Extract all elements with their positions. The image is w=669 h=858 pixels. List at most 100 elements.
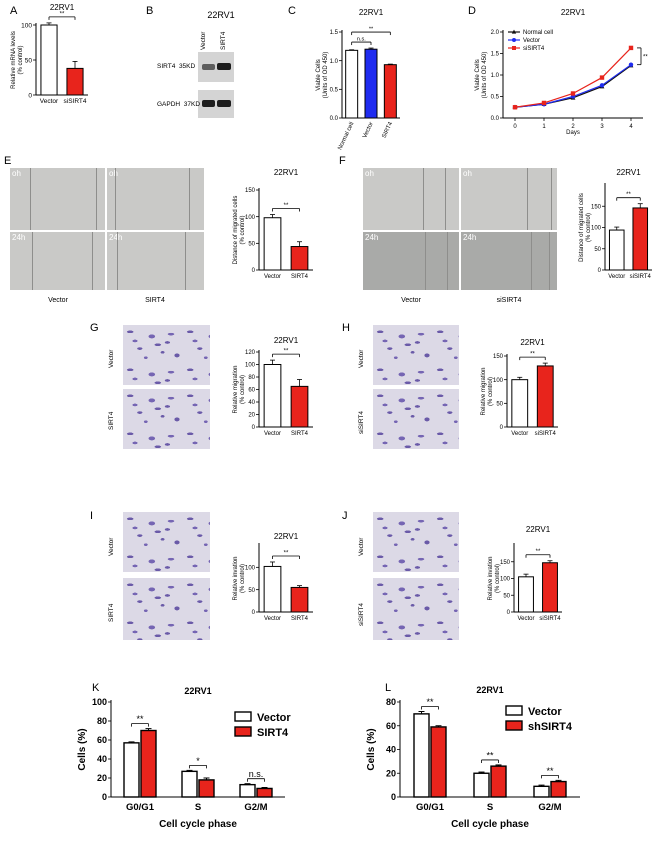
x-tick-label-g: Vector <box>264 431 281 437</box>
y-tick-label-g: 60 <box>248 388 255 394</box>
bar-c-sirt4 <box>383 64 397 119</box>
y-tick-label-a: 0 <box>28 92 32 99</box>
x-tick-label-i: SIRT4 <box>291 616 309 622</box>
bar-i-vector <box>263 565 282 613</box>
y-tick-label-l: 80 <box>386 697 396 707</box>
bar-g-sirt4 <box>290 385 309 428</box>
chart-title-c: 22RV1 <box>359 8 384 17</box>
band-vector-gapdh <box>202 100 215 107</box>
y-tick-label-i: 50 <box>248 588 255 594</box>
bar-h-sisirt4 <box>536 365 554 428</box>
panel-label-b: B <box>146 5 154 17</box>
y-axis-label-e: Distance of migrated cells(% control) <box>233 196 246 265</box>
scratch-time-label: 24h <box>365 233 379 242</box>
scratch-e-vector-24h: 24h <box>10 232 105 290</box>
y-tick-label-e: 50 <box>248 241 255 247</box>
significance-label-l: ** <box>486 750 494 760</box>
x-tick-label-j: Vector <box>517 616 534 622</box>
bar-k-vector-g2m <box>239 783 256 798</box>
point-sisirt4 <box>570 91 576 96</box>
series-line-normal-cell <box>514 65 632 108</box>
scratch-time-label: oh <box>463 169 472 178</box>
bar-i-sirt4 <box>290 586 309 613</box>
legend-label-d: Vector <box>523 38 540 44</box>
bar-f-sisirt4 <box>632 207 649 271</box>
y-axis-label-h: Relative migration(% control) <box>481 367 494 415</box>
x-tick-label-g: SIRT4 <box>291 431 309 437</box>
x-tick-label-f: Vector <box>608 274 625 280</box>
y-tick-label-f: 150 <box>591 204 602 210</box>
y-tick-label-g: 0 <box>252 425 256 431</box>
significance-label-j: ** <box>536 549 541 555</box>
significance-label-k: ** <box>136 714 144 724</box>
scratch-f-vector-0h: oh <box>363 168 459 230</box>
y-tick-label-k: 80 <box>97 716 107 726</box>
y-axis-label-k: Cells (%) <box>77 728 88 770</box>
x-tick-label-c: Normal cell <box>337 121 355 151</box>
scratch-e-label-vector: Vector <box>48 297 68 304</box>
panel-label-d: D <box>468 5 476 17</box>
bar-h-vector <box>511 379 529 428</box>
chart-title-k: 22RV1 <box>184 686 211 696</box>
significance-label-l: ** <box>426 697 434 707</box>
x-tick-label-h: Vector <box>511 431 528 437</box>
significance-label-k: * <box>196 756 200 766</box>
scratch-e-vector-0h: oh <box>10 168 105 230</box>
scratch-time-label: oh <box>12 169 21 178</box>
x-tick-label-c: SIRT4 <box>382 121 395 139</box>
x-axis-label-k: Cell cycle phase <box>159 819 237 830</box>
legend-swatch-k <box>234 726 252 737</box>
legend-swatch-k <box>234 711 252 722</box>
significance-label-d: ** <box>643 54 648 60</box>
legend-marker-d <box>512 38 516 42</box>
y-tick-label-d: 0.5 <box>491 95 500 101</box>
y-tick-label-d: 0.0 <box>491 116 500 122</box>
significance-label-h: ** <box>530 352 535 358</box>
legend-swatch-l <box>505 720 523 731</box>
bar-l-shsirt4-g0g1 <box>430 726 447 798</box>
panel-label-g: G <box>90 322 99 334</box>
y-tick-label-l: 60 <box>386 721 396 731</box>
y-tick-label-c: 1.5 <box>330 30 339 36</box>
x-tick-label-e: Vector <box>264 274 281 280</box>
legend-label-l: shSIRT4 <box>528 721 573 733</box>
y-tick-label-k: 0 <box>102 792 107 802</box>
x-tick-label-l: S <box>487 802 493 813</box>
x-tick-label-h: siSIRT4 <box>535 431 557 437</box>
y-tick-label-e: 0 <box>252 268 256 274</box>
y-tick-label-d: 2.0 <box>491 30 500 36</box>
x-tick-label-e: SIRT4 <box>291 274 309 280</box>
y-tick-label-k: 60 <box>97 735 107 745</box>
micrograph-j-vector <box>373 512 459 572</box>
x-tick-label-a: siSIRT4 <box>64 98 87 105</box>
y-tick-label-l: 40 <box>386 745 396 755</box>
x-tick-label-f: siSIRT4 <box>630 274 652 280</box>
panel-label-i: I <box>90 510 94 522</box>
y-axis-label-j: Relative invation(% control) <box>488 556 501 600</box>
western-blot-sirt4 <box>198 52 234 82</box>
y-tick-label-h: 50 <box>496 401 503 407</box>
x-tick-label-i: Vector <box>264 616 281 622</box>
y-axis-label-i: Relative invation(% control) <box>233 556 246 600</box>
x-axis-label-d: Days <box>566 130 580 136</box>
x-tick-label-k: G0/G1 <box>126 802 155 813</box>
x-tick-label-j: siSIRT4 <box>539 616 561 622</box>
bar-k-sirt4-g0g1 <box>140 729 157 798</box>
y-axis-label-g: Relative migration(% control) <box>233 365 246 413</box>
significance-label-c: ** <box>369 27 374 33</box>
chart-title-j: 22RV1 <box>526 525 551 534</box>
bar-j-vector <box>518 576 534 613</box>
western-row-gapdh: GAPDH 37KD <box>157 101 201 108</box>
y-tick-label-h: 100 <box>493 378 504 384</box>
scratch-f-label-sisirt4: siSIRT4 <box>496 297 522 304</box>
y-tick-label-d: 1.0 <box>491 73 500 79</box>
panel-label-j: J <box>342 510 348 522</box>
bar-a-vector <box>40 24 58 96</box>
y-tick-label-c: 0.5 <box>330 87 339 93</box>
chart-title-h: 22RV1 <box>520 338 545 347</box>
y-axis-label-a: Relative mRNA levels(% control) <box>11 31 24 89</box>
band-vector-sirt4 <box>202 64 215 70</box>
significance-label-k: n.s. <box>249 769 264 779</box>
x-tick-label-l: G0/G1 <box>416 802 445 813</box>
